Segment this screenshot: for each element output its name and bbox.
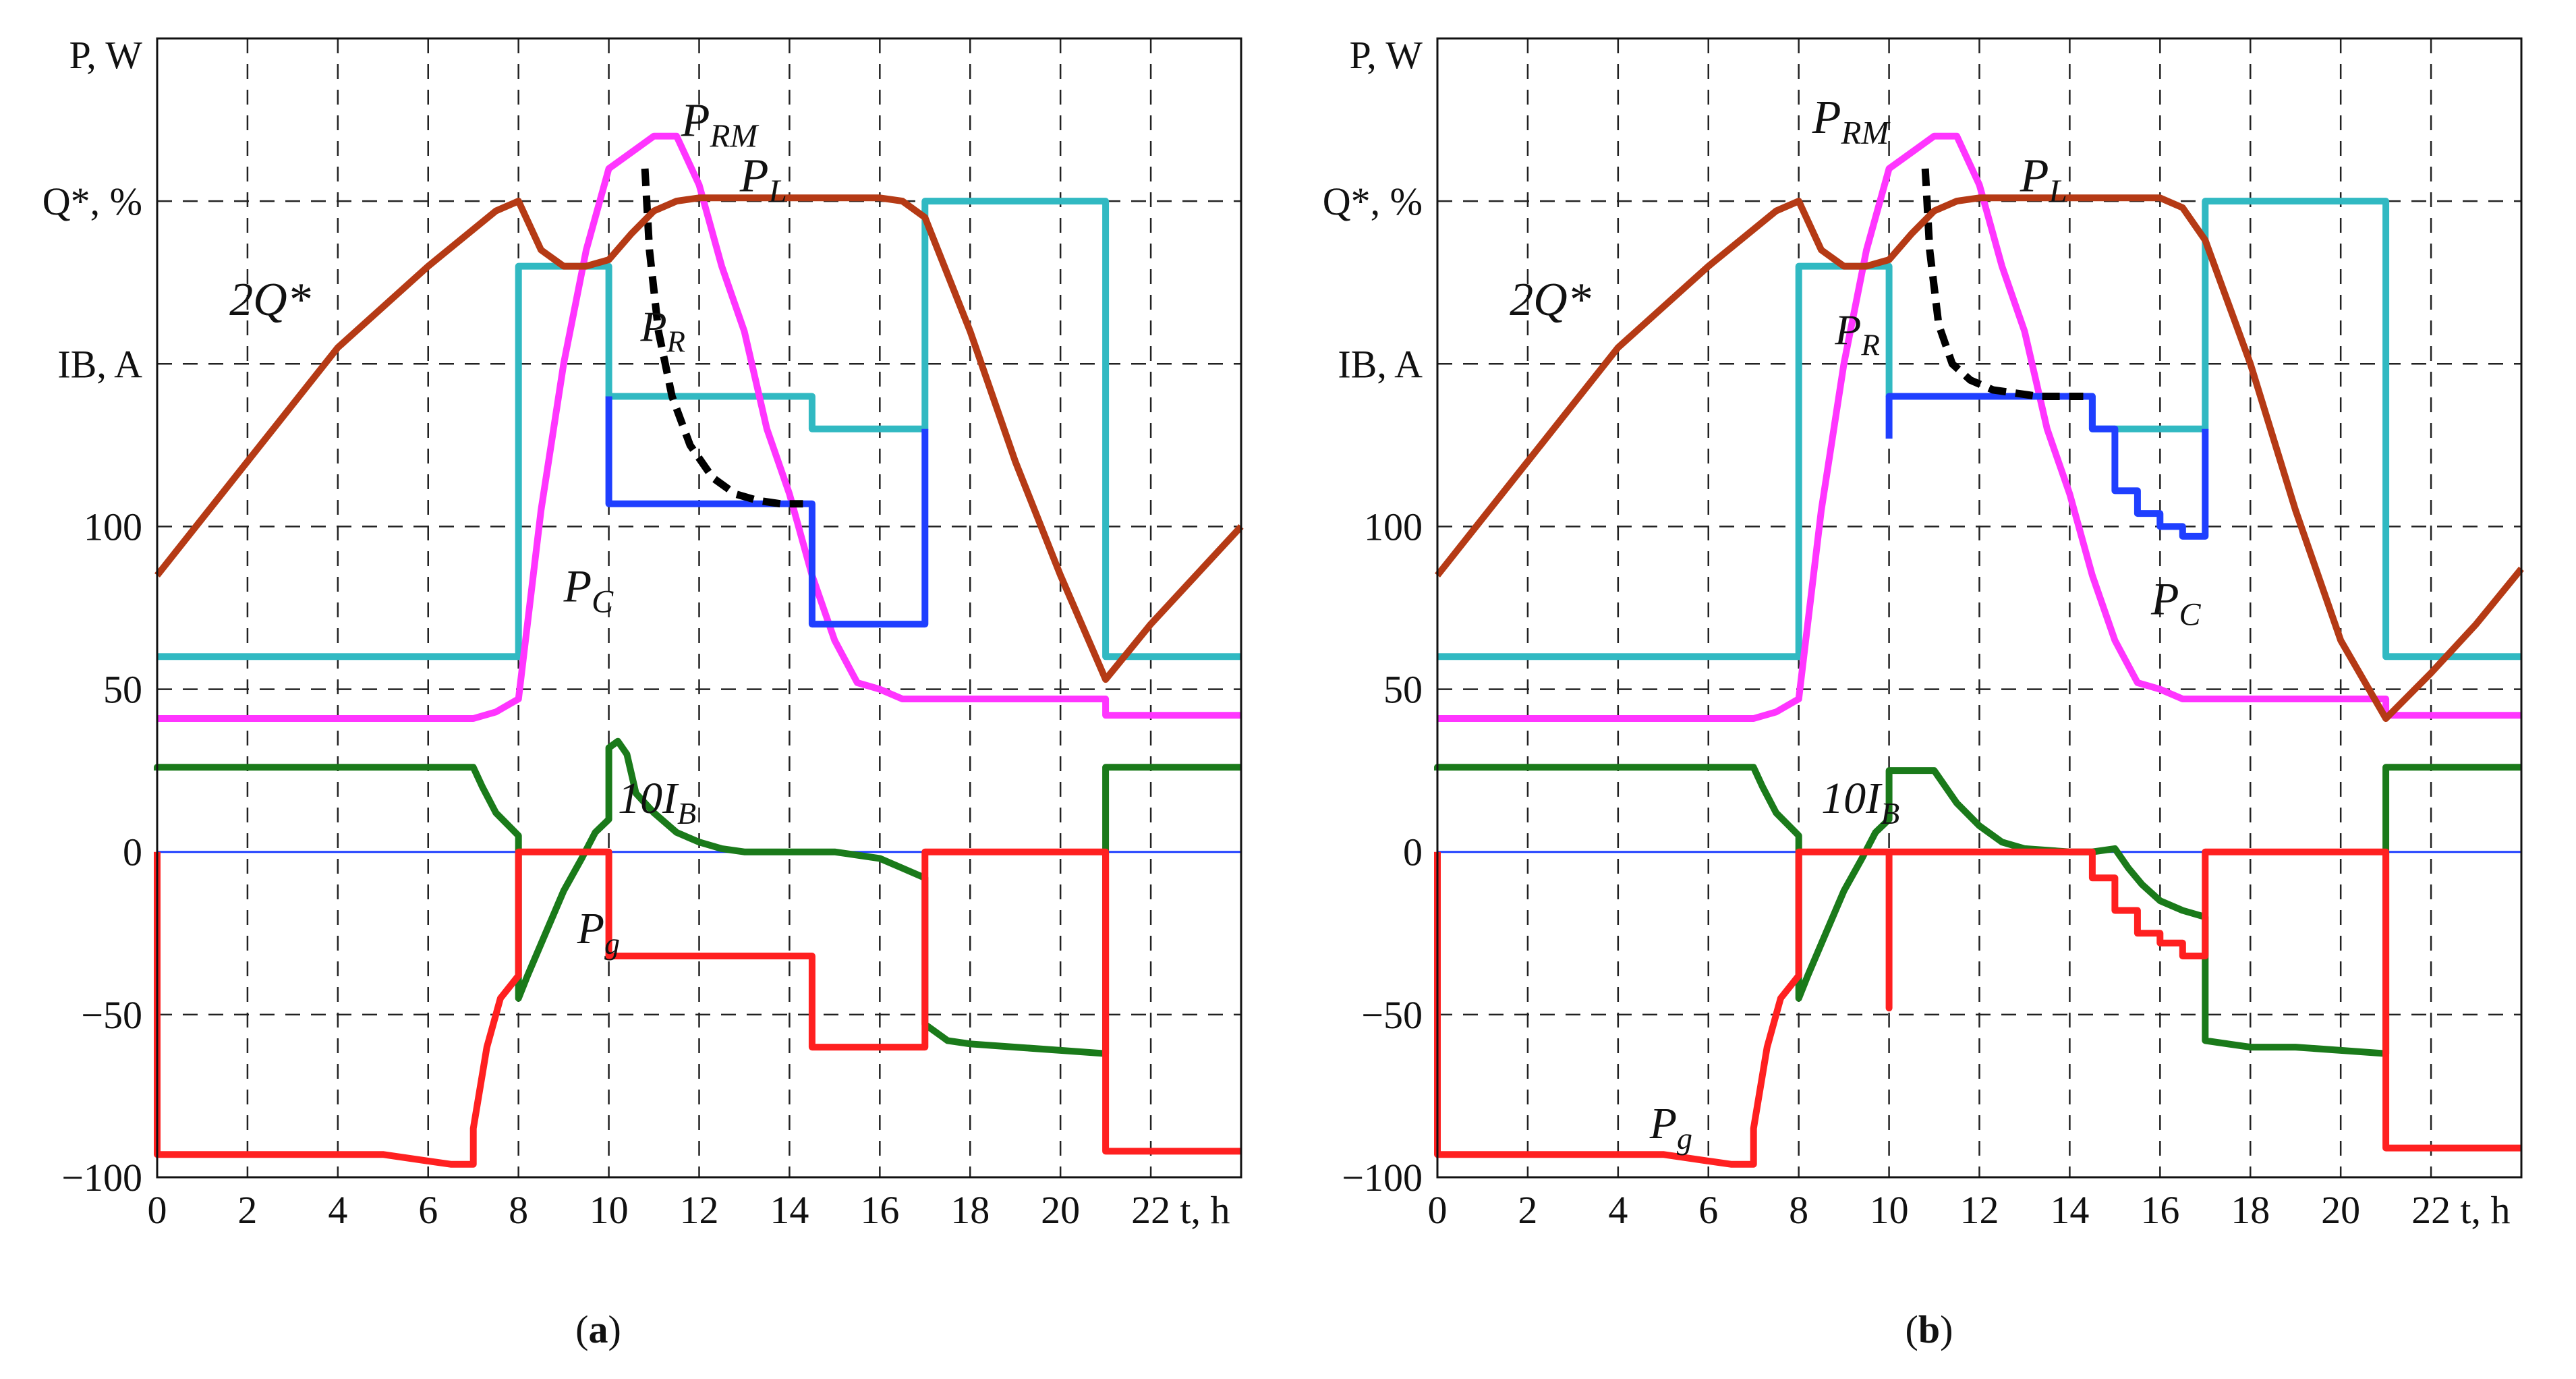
y-tick-label: −100	[1342, 1156, 1423, 1200]
panel-label: (b)	[1906, 1307, 1953, 1351]
x-tick-label: 20	[2321, 1188, 2360, 1232]
y-axis-label: IB, A	[57, 342, 142, 386]
curve-label-PC: PC	[2150, 573, 2202, 633]
x-tick-label: 20	[1041, 1188, 1080, 1232]
y-axis-label: P, W	[69, 33, 142, 77]
series-line-Pg	[154, 848, 1241, 1168]
series-line-Pg	[1434, 848, 2521, 1168]
x-tick-label: 12	[1960, 1188, 1999, 1232]
series-line-PR	[1921, 168, 2084, 400]
curve-label-PL: PL	[739, 150, 787, 210]
x-axis-label: t, h	[1180, 1188, 1230, 1232]
y-tick-label: 100	[84, 505, 142, 548]
y-tick-label: 50	[1383, 668, 1423, 712]
curve-label-PL: PL	[2020, 150, 2067, 210]
x-tick-label: 8	[1789, 1188, 1808, 1232]
y-tick-label: 0	[123, 831, 142, 874]
x-tick-label: 16	[2140, 1188, 2179, 1232]
x-tick-label: 4	[1608, 1188, 1628, 1232]
panel-b: 0 2 4 6 8 10 12 14 16 18 20 22 t, h −100 −50 0 50 100 P, W…	[1323, 33, 2524, 1351]
x-tick-label: 22	[2411, 1188, 2451, 1232]
y-tick-label: −100	[61, 1156, 142, 1200]
x-tick-label: 18	[950, 1188, 990, 1232]
x-tick-label: 0	[148, 1188, 167, 1232]
y-tick-label: 0	[1403, 831, 1423, 874]
grid	[157, 38, 1241, 1177]
y-axis-label: P, W	[1349, 33, 1423, 77]
curve-label-Pg: Pg	[577, 904, 620, 961]
series-line-Q	[1435, 194, 2524, 722]
series-line-PRM	[157, 132, 1241, 722]
x-tick-label: 0	[1428, 1188, 1448, 1232]
curve-label-Q: 2Q*	[229, 274, 311, 326]
x-tick-label: 16	[860, 1188, 899, 1232]
panel-label: (a)	[575, 1307, 621, 1351]
y-tick-label: 50	[103, 668, 142, 712]
y-tick-label: −50	[81, 993, 142, 1037]
curve-label-PR: PR	[639, 303, 685, 359]
series-line-PC	[605, 396, 929, 628]
x-tick-label: 10	[1870, 1188, 1909, 1232]
series-line-Q	[154, 194, 1244, 683]
series-line-PL	[157, 198, 1241, 660]
y-tick-label: 100	[1364, 505, 1423, 548]
plot-frame	[1436, 37, 2523, 1179]
x-tick-label: 22	[1131, 1188, 1170, 1232]
curve-label-PRM: PRM	[681, 95, 760, 154]
x-tick-label: 14	[770, 1188, 809, 1232]
plot-frame	[156, 37, 1242, 1179]
curve-label-PR: PR	[1834, 306, 1880, 362]
curve-label-IB: 10IB	[618, 774, 696, 831]
y-axis-label: Q*, %	[1323, 179, 1423, 223]
x-tick-label: 8	[509, 1188, 528, 1232]
y-axis-label: Q*, %	[42, 179, 142, 223]
x-axis-label: t, h	[2460, 1188, 2510, 1232]
x-tick-label: 4	[328, 1188, 347, 1232]
x-tick-label: 18	[2231, 1188, 2270, 1232]
x-tick-label: 6	[418, 1188, 438, 1232]
grid	[1437, 38, 2521, 1177]
series-line-PC	[1885, 393, 2209, 540]
series-line-PR	[641, 168, 803, 508]
y-axis-label: IB, A	[1338, 342, 1423, 386]
curve-label-IB: 10IB	[1821, 774, 1899, 831]
x-tick-label: 14	[2050, 1188, 2089, 1232]
curve-label-Pg: Pg	[1649, 1099, 1692, 1156]
panel-a: 0 2 4 6 8 10 12 14 16 18 20 22 t, h −100 −50 0 50 100 P, W…	[42, 33, 1244, 1351]
x-tick-label: 12	[680, 1188, 719, 1232]
curve-label-Q: 2Q*	[1510, 274, 1591, 326]
y-tick-label: −50	[1361, 993, 1423, 1037]
x-tick-label: 10	[590, 1188, 629, 1232]
curve-label-PC: PC	[563, 560, 614, 619]
curve-label-PRM: PRM	[1812, 92, 1891, 151]
x-tick-label: 6	[1698, 1188, 1718, 1232]
series-line-PRM	[1437, 132, 2521, 722]
x-tick-label: 2	[237, 1188, 257, 1232]
x-tick-label: 2	[1518, 1188, 1537, 1232]
